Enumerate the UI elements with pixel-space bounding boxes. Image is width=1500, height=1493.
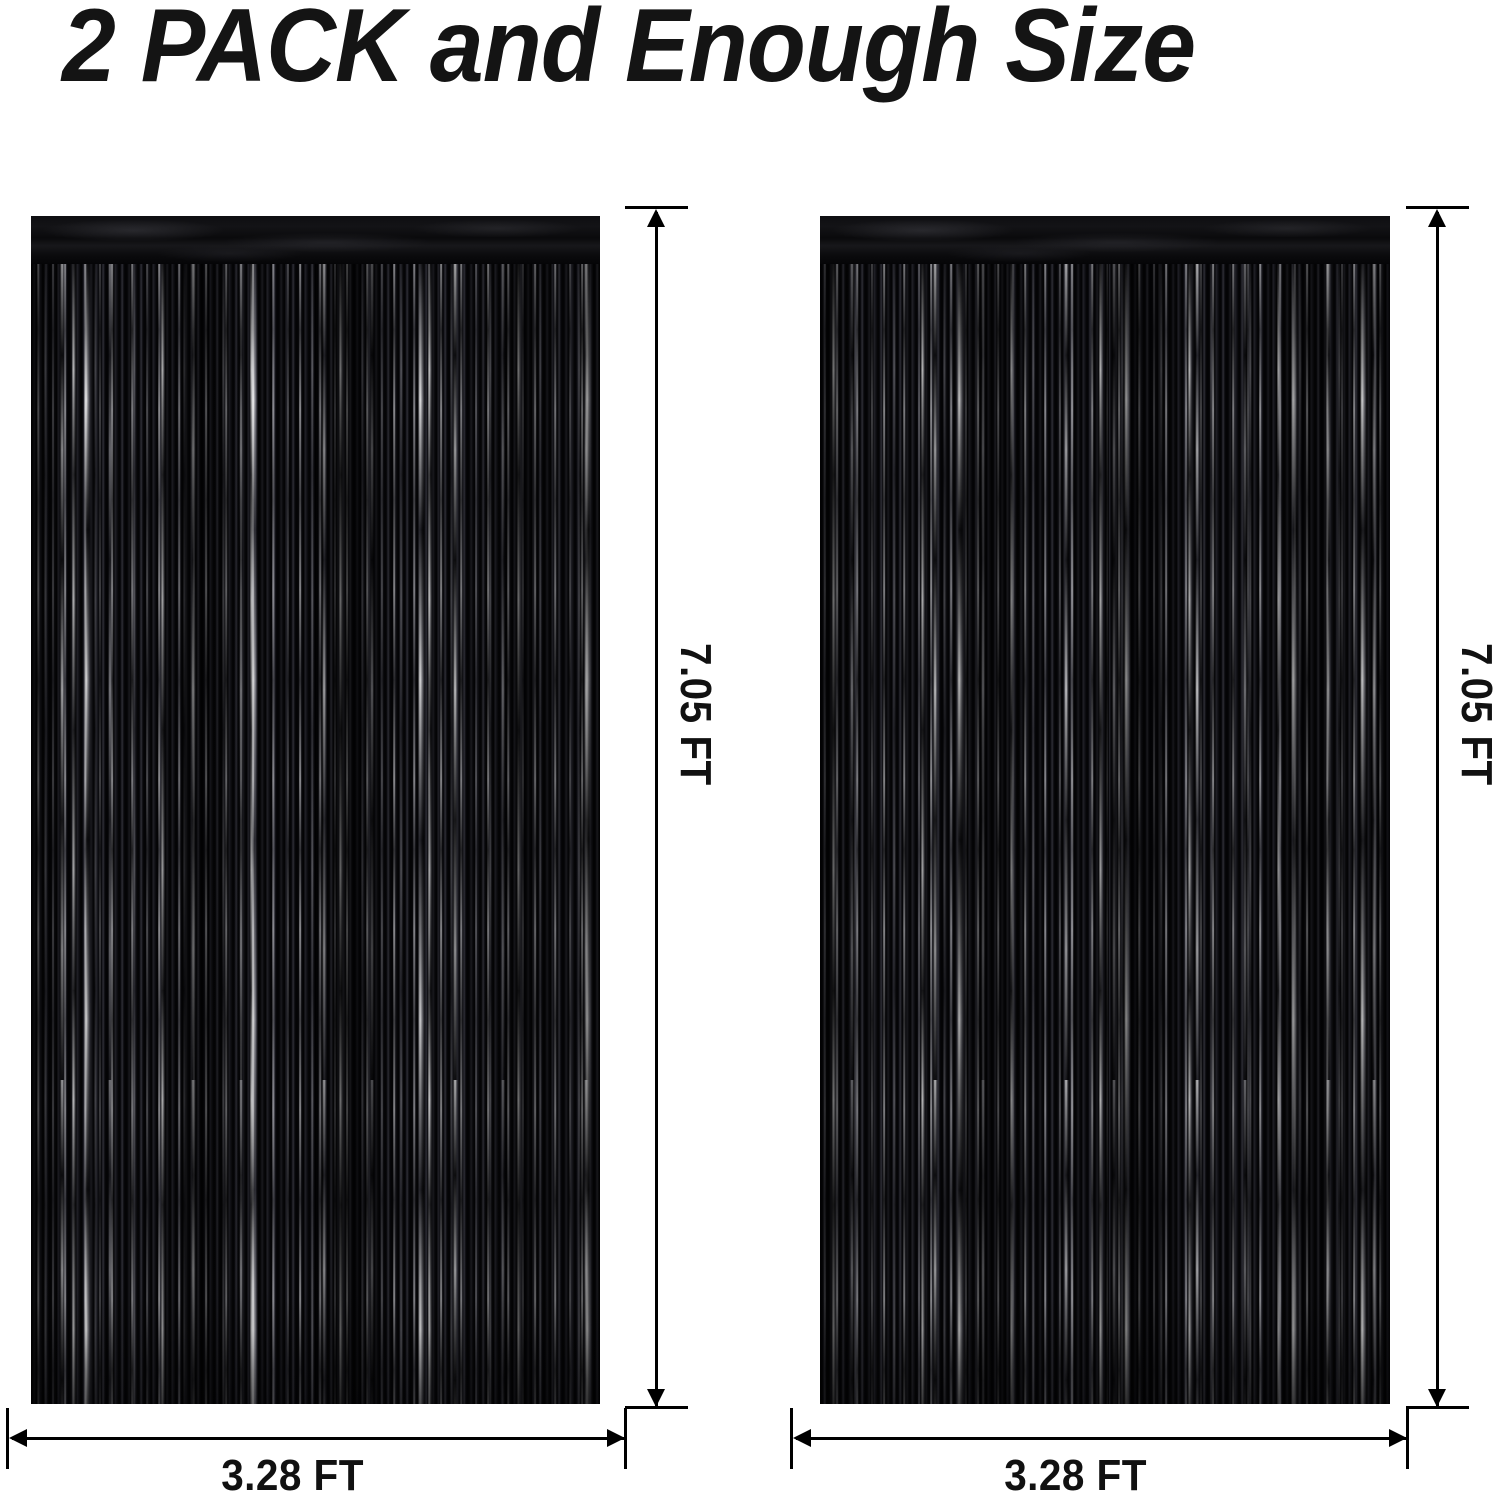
width-dimension-rule-left — [12, 1437, 626, 1440]
height-label-right: 7.05 FT — [1452, 643, 1500, 786]
curtain-top-band-left — [31, 216, 600, 264]
height-ext-line-top-left — [625, 206, 688, 209]
fringe-bottom-fade-right — [820, 1284, 1390, 1404]
black-foil-fringe-curtain-left — [31, 216, 600, 1404]
panel-seam-left — [315, 216, 318, 1404]
height-arrow-up-right — [1428, 209, 1446, 227]
height-dimension-rule-left — [655, 212, 658, 1408]
height-arrow-down-left — [647, 1389, 665, 1407]
width-ext-line-left-left — [6, 1408, 9, 1469]
width-dimension-rule-right — [796, 1437, 1408, 1440]
width-arrow-right-left — [607, 1429, 625, 1447]
height-arrow-down-right — [1428, 1389, 1446, 1407]
width-ext-line-left-right — [790, 1408, 793, 1469]
height-arrow-up-left — [647, 209, 665, 227]
width-arrow-right-right — [1389, 1429, 1407, 1447]
black-foil-fringe-curtain-right — [820, 216, 1390, 1404]
height-dimension-rule-right — [1436, 212, 1439, 1408]
height-label-left: 7.05 FT — [671, 643, 720, 786]
panel-seam-right — [1106, 216, 1109, 1404]
height-ext-line-top-right — [1406, 206, 1469, 209]
curtain-top-band-right — [820, 216, 1390, 264]
fringe-strands-right — [820, 260, 1390, 1404]
width-arrow-left-left — [9, 1429, 27, 1447]
width-arrow-left-right — [793, 1429, 811, 1447]
page-title: 2 PACK and Enough Size — [62, 0, 1196, 104]
width-label-left: 3.28 FT — [221, 1451, 364, 1493]
fringe-bottom-fade-left — [31, 1284, 600, 1404]
strand-layer-shading — [820, 260, 1390, 1404]
width-label-right: 3.28 FT — [1004, 1451, 1147, 1493]
